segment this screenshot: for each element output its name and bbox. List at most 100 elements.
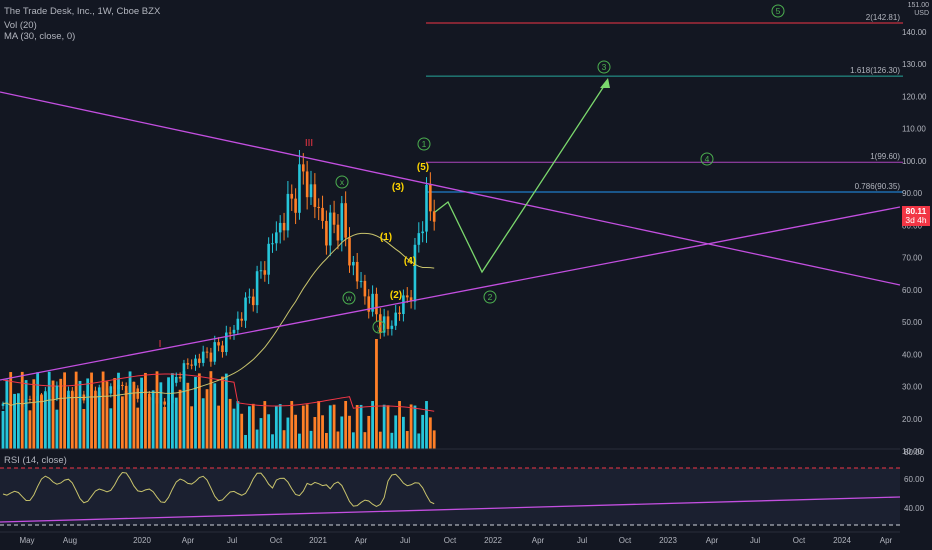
volume-bar: [294, 414, 297, 449]
candle-body: [198, 358, 201, 363]
time-axis-label: May: [19, 536, 34, 545]
volume-bar: [20, 371, 24, 449]
candle-body: [163, 401, 166, 405]
last-price-tag: 80.11 3d 4h: [902, 206, 930, 226]
volume-bar: [174, 397, 178, 449]
price-axis-label: 20.00: [902, 415, 923, 424]
volume-bar: [82, 408, 86, 449]
wave-label-green-circle: [483, 290, 497, 304]
time-axis-label: Apr: [532, 536, 545, 545]
wave-label-green: y: [377, 322, 382, 332]
price-axis-label: 40.00: [902, 350, 923, 359]
volume-bar: [332, 404, 336, 449]
ma-legend[interactable]: MA (30, close, 0): [4, 31, 76, 42]
candle-body: [40, 396, 43, 401]
candle-body: [201, 351, 205, 363]
volume-bar: [78, 380, 82, 449]
candle-body: [209, 352, 213, 362]
wave-projection: [434, 78, 610, 274]
wave-label-red: I: [159, 339, 162, 350]
volume-bar: [24, 380, 28, 449]
volume-bar: [290, 401, 294, 449]
volume-bar: [90, 372, 93, 449]
price-axis-label: 70.00: [902, 254, 923, 263]
volume-bar: [171, 373, 174, 449]
volume-bar: [63, 372, 66, 449]
volume-bar: [74, 371, 78, 449]
volume-bar: [101, 371, 105, 449]
candle-body: [32, 399, 36, 401]
time-axis-label: 2024: [833, 536, 851, 545]
volume-bar: [321, 415, 324, 449]
time-axis-label: 2022: [484, 536, 502, 545]
time-axis-label: Apr: [706, 536, 719, 545]
volume-bar: [147, 397, 151, 449]
time-axis-label: 2021: [309, 536, 327, 545]
volume-bar: [355, 405, 359, 449]
volume-bar: [244, 434, 247, 449]
time-axis-label: Apr: [182, 536, 195, 545]
wave-label-red: III: [305, 138, 313, 149]
candle-body: [259, 270, 263, 272]
volume-bar: [325, 432, 328, 449]
price-axis-label: 130.00: [902, 60, 927, 69]
candle-body: [186, 363, 190, 365]
volume-bar: [159, 382, 163, 449]
candle-body: [371, 293, 374, 312]
volume-bar: [317, 401, 321, 449]
candle-body: [321, 207, 324, 221]
price-axis-label: 60.00: [902, 286, 923, 295]
volume-bar: [205, 389, 209, 449]
rsi-axis-label: 60.00: [904, 475, 925, 484]
volume-legend[interactable]: Vol (20): [4, 20, 37, 31]
candle-body: [367, 296, 371, 312]
candle-body: [267, 243, 270, 275]
volume-bar: [301, 405, 305, 449]
candle-body: [405, 295, 409, 298]
volume-bar: [363, 432, 367, 449]
volume-bar: [271, 434, 274, 449]
volume-bar: [232, 408, 236, 449]
volume-bar: [194, 376, 197, 449]
candle-body: [413, 244, 417, 302]
volume-bar: [421, 414, 425, 449]
candle-body: [159, 401, 163, 404]
rsi-legend[interactable]: RSI (14, close): [4, 455, 67, 466]
last-price-countdown: 3d 4h: [905, 215, 927, 225]
volume-bar: [136, 407, 140, 449]
candle-body: [67, 390, 70, 397]
time-axis-label: Oct: [619, 536, 632, 545]
volume-bar: [32, 379, 36, 449]
candle-body: [402, 295, 405, 314]
price-axis-label: 30.00: [902, 383, 923, 392]
symbol-legend[interactable]: The Trade Desk, Inc., 1W, Cboe BZX: [4, 6, 161, 17]
candle-body: [71, 390, 74, 395]
candle-body: [221, 345, 224, 352]
candle-body: [390, 325, 394, 329]
candle-body: [1, 403, 5, 406]
candle-body: [355, 261, 359, 282]
candle-body: [17, 399, 20, 401]
volume-bar: [224, 373, 228, 449]
volume-bar: [386, 405, 390, 449]
candle-body: [282, 222, 286, 231]
ma30-line: [2, 232, 435, 407]
volume-bar: [371, 401, 374, 449]
candle-body: [51, 390, 55, 399]
wave-label-yellow: (1): [380, 232, 392, 243]
rsi-pane: [0, 467, 901, 526]
volume-bar: [263, 401, 267, 449]
candle-body: [86, 390, 89, 401]
fib-level-label: 1.618(126.30): [850, 66, 900, 75]
volume-bar: [217, 405, 220, 449]
wave-label-green: x: [340, 177, 345, 187]
candle-body: [144, 389, 147, 394]
volume-bar: [221, 376, 224, 449]
volume-bar: [413, 405, 417, 449]
candle-body: [386, 316, 390, 329]
candle-body: [309, 184, 313, 198]
fib-level-label: 1(99.60): [870, 152, 900, 161]
projection-path: [434, 79, 609, 274]
wave-label-green-circle: [342, 291, 356, 305]
